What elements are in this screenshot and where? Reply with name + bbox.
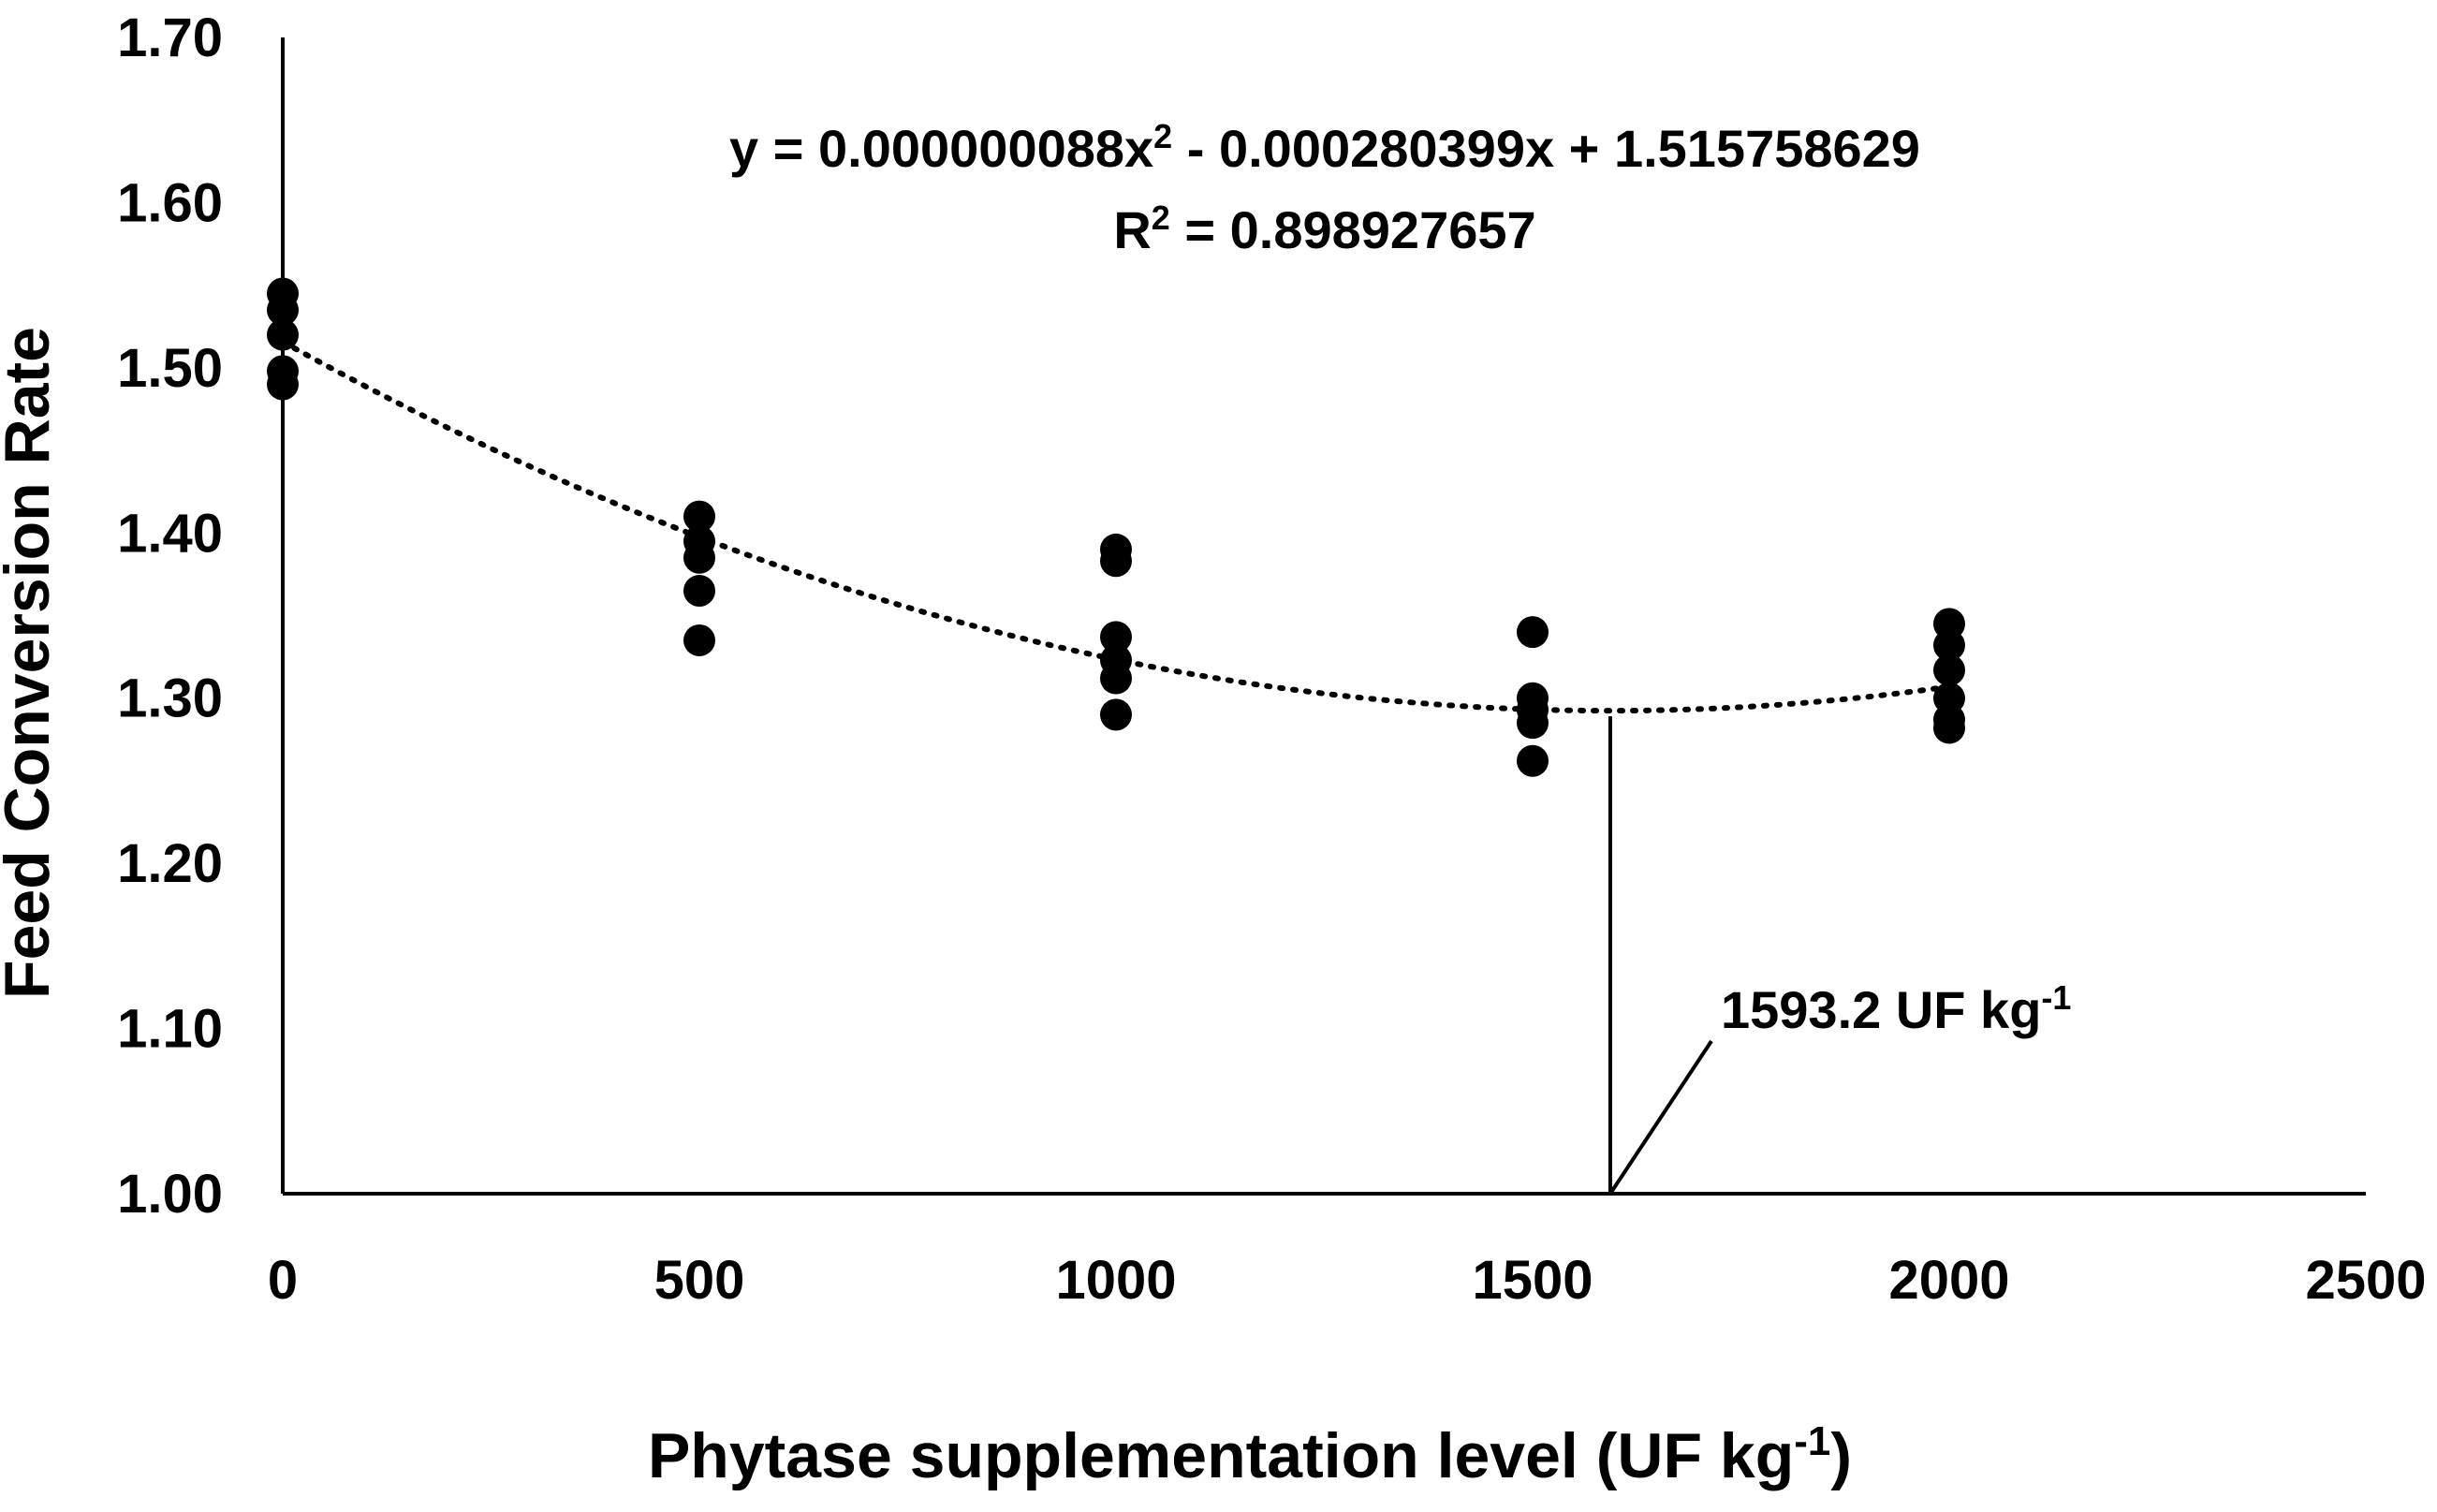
y-tick-label: 1.10: [117, 999, 223, 1060]
x-tick-label: 2500: [2305, 1250, 2426, 1311]
chart-marks: 1.00 1.10 1.20 1.30 1.40 1.50 1.60 1.70 0 500 1000…: [117, 7, 2426, 1311]
data-point: [1100, 621, 1132, 653]
data-point: [1517, 744, 1549, 777]
y-tick-label: 1.70: [117, 7, 223, 68]
data-point: [1517, 707, 1549, 740]
data-point: [683, 624, 715, 656]
data-point: [267, 294, 299, 327]
x-tick-label: 1500: [1472, 1250, 1593, 1311]
optimum-leader-line: [1608, 1039, 1713, 1196]
data-point: [1933, 629, 1965, 662]
data-point: [1933, 653, 1965, 686]
x-tick-label: 500: [654, 1250, 745, 1311]
data-point: [1100, 698, 1132, 731]
x-tick-label: 0: [268, 1250, 298, 1311]
data-point: [683, 500, 715, 533]
x-axis-title: Phytase supplementation level (UF kg-1): [648, 1418, 1852, 1491]
data-point: [683, 541, 715, 574]
x-tick-label: 1000: [1055, 1250, 1176, 1311]
data-point: [683, 575, 715, 608]
y-tick-label: 1.50: [117, 338, 223, 399]
equation-line-2: R2 = 0.898927657: [1113, 198, 1535, 259]
data-point: [267, 318, 299, 351]
y-tick-label: 1.40: [117, 503, 223, 564]
y-tick-label: 1.30: [117, 668, 223, 729]
data-point: [1100, 545, 1132, 578]
y-axis-title: Feed Conversion Rate: [0, 327, 63, 999]
y-tick-label: 1.00: [117, 1164, 223, 1225]
x-tick-label: 2000: [1888, 1250, 2009, 1311]
data-point: [1517, 616, 1549, 649]
data-point: [267, 368, 299, 401]
equation-line-1: y = 0.000000088x2 - 0.000280399x + 1.515…: [729, 117, 1920, 178]
data-point: [1933, 712, 1965, 744]
y-tick-label: 1.20: [117, 833, 223, 894]
data-point: [1100, 662, 1132, 695]
optimum-label: 1593.2 UF kg-1: [1721, 978, 2071, 1039]
y-tick-label: 1.60: [117, 172, 223, 233]
